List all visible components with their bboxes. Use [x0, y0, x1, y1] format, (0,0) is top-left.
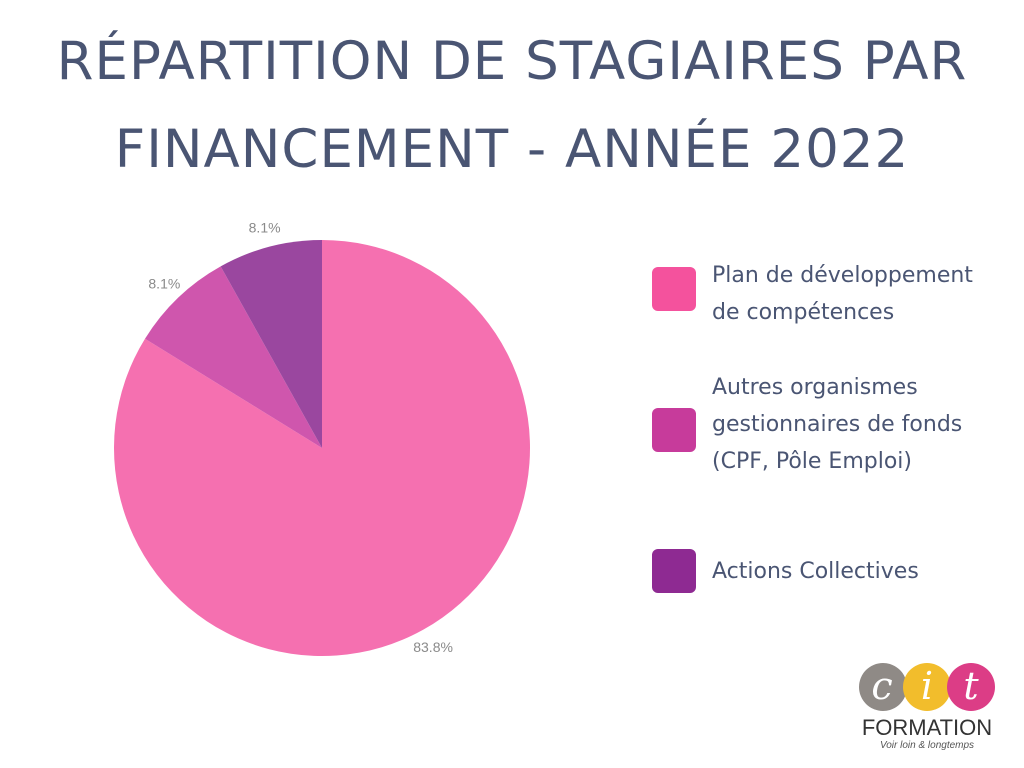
legend: Plan de développement de compétences Aut… — [652, 0, 1024, 768]
chart-title-line-2: FINANCEMENT - ANNÉE 2022 — [114, 119, 910, 180]
logo-circle-pink — [947, 663, 995, 711]
legend-swatch-autres — [652, 408, 696, 452]
logo-circle-yellow — [903, 663, 951, 711]
legend-swatch-plan — [652, 267, 696, 311]
pie-label-actions: 8.1% — [249, 219, 281, 235]
legend-label-plan: Plan de développement de compétences — [712, 263, 973, 325]
legend-label-autres: Autres organismes gestionnaires de fonds… — [712, 375, 963, 474]
pie-slice-plan — [114, 240, 530, 656]
logo-letter-t: t — [963, 664, 979, 708]
legend-label-actions: Actions Collectives — [712, 559, 919, 584]
legend-swatch-actions — [652, 549, 696, 593]
logo-circle-grey — [859, 663, 907, 711]
chart-title: RÉPARTITION DE STAGIAIRES PAR FINANCEMEN… — [0, 18, 1024, 194]
pie-slice-actions — [220, 240, 322, 448]
pie-slice-autres — [144, 266, 322, 448]
chart-title-line-1: RÉPARTITION DE STAGIAIRES PAR — [56, 31, 968, 92]
logo-letter-c: c — [871, 664, 892, 708]
company-logo: c i t FORMATION Voir loin & longtemps — [855, 655, 1000, 755]
logo-tagline: Voir loin & longtemps — [880, 740, 974, 751]
pie-label-plan: 83.8% — [413, 639, 453, 655]
pie-labels: 83.8% 8.1% 8.1% — [148, 219, 453, 655]
pie-slices — [114, 240, 530, 656]
pie-label-autres: 8.1% — [148, 275, 180, 291]
logo-letter-i: i — [921, 664, 933, 708]
logo-wordmark: FORMATION — [862, 715, 992, 740]
